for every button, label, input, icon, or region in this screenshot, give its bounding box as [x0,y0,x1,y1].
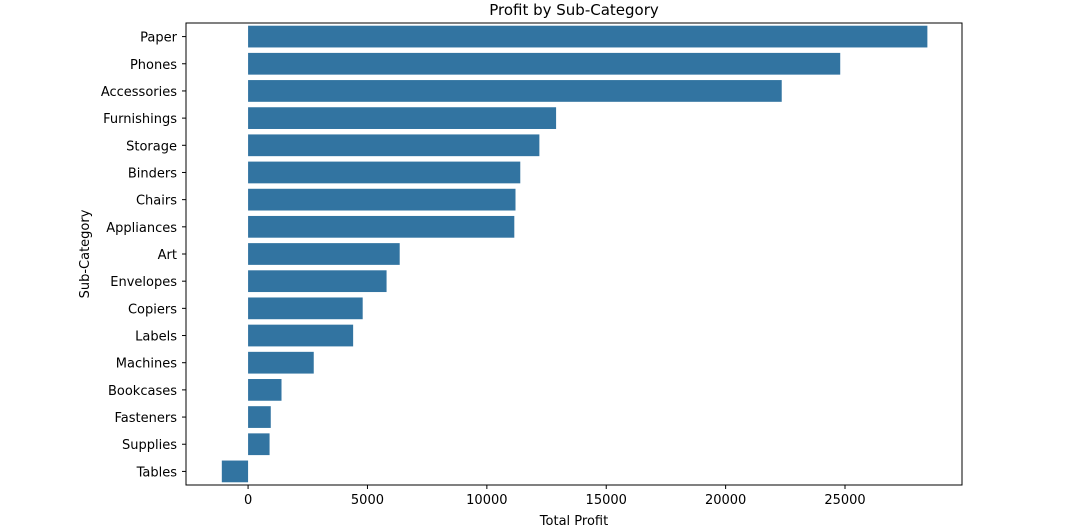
bars-group [221,25,928,483]
bar-copiers [248,297,363,320]
bar-bookcases [248,379,282,401]
y-tick-label: Accessories [101,85,177,100]
y-tick-label: Furnishings [103,112,177,127]
y-tick-label: Labels [135,330,177,345]
bar-tables [221,460,249,483]
y-tick-label: Tables [136,465,178,480]
y-tick-label: Phones [130,58,177,73]
bar-labels [248,324,354,347]
bar-supplies [248,433,270,456]
x-tick-label: 5000 [351,493,384,508]
x-axis-ticks: 0 5000 10000 15000 20000 25000 [244,485,866,508]
bar-art [248,243,400,265]
x-tick-label: 25000 [824,493,865,508]
bar-chairs [248,188,516,211]
bar-furnishings [248,107,557,129]
y-tick-label: Art [158,248,177,263]
y-tick-label: Bookcases [108,384,177,399]
bar-storage [248,134,540,157]
y-tick-label: Copiers [128,302,177,317]
plot-area-frame [185,22,963,486]
bar-envelopes [248,270,387,293]
y-tick-label: Fasteners [115,411,178,426]
bar-phones [248,52,841,75]
y-tick-label: Appliances [106,221,177,236]
y-tick-label: Envelopes [110,275,177,290]
y-tick-label: Machines [116,357,177,372]
bar-appliances [248,215,515,238]
x-tick-label: 20000 [705,493,746,508]
bar-machines [248,351,314,374]
x-tick-label: 15000 [586,493,627,508]
chart-title: Profit by Sub-Category [489,1,659,19]
y-axis-label: Sub-Category [78,209,93,298]
x-tick-label: 0 [244,493,252,508]
x-axis-label: Total Profit [539,514,608,529]
y-tick-label: Binders [128,166,177,181]
y-tick-label: Chairs [136,194,177,209]
bar-fasteners [248,406,271,428]
y-tick-label: Paper [140,31,177,46]
bar-paper [248,25,928,48]
y-tick-label: Supplies [122,438,177,453]
y-tick-label: Storage [126,139,177,154]
x-tick-label: 10000 [466,493,507,508]
bar-accessories [248,80,782,102]
y-axis-ticks: Paper Phones Accessories Furnishings Storage… [101,31,186,480]
bar-binders [248,161,521,184]
